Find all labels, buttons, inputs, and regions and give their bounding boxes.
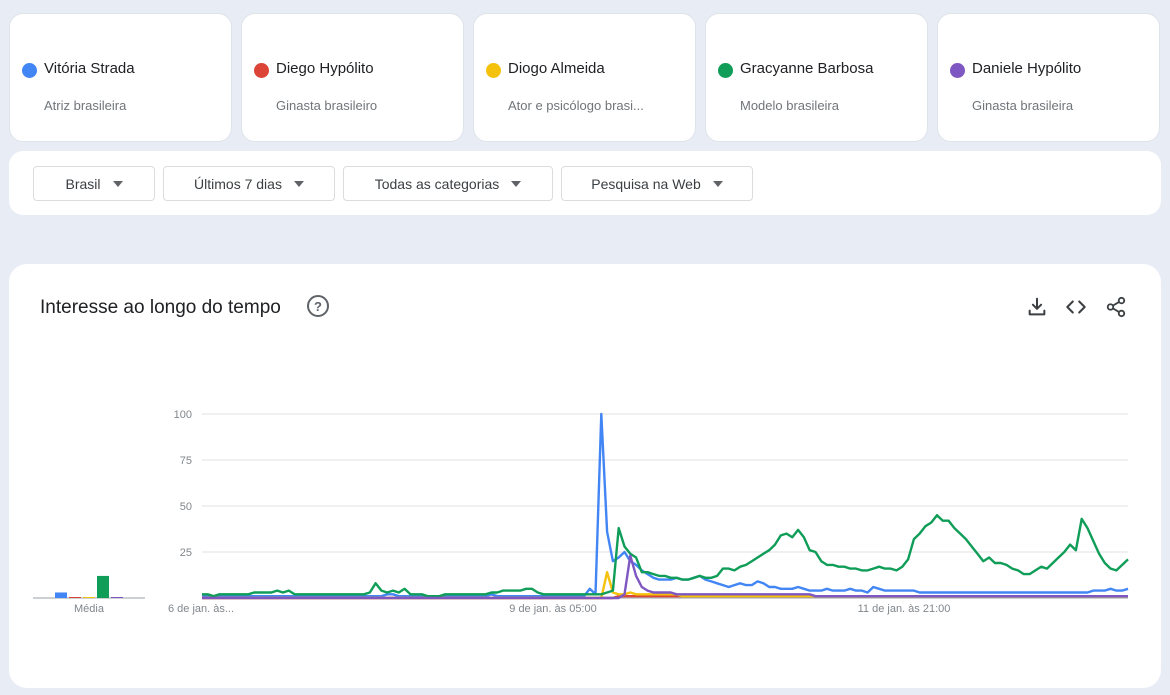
term-description: Ginasta brasileiro — [276, 98, 378, 113]
x-axis-labels: 6 de jan. às... 9 de jan. às 05:00 11 de j… — [168, 603, 950, 615]
series-color-dot — [950, 63, 965, 78]
average-bar — [69, 597, 81, 598]
y-tick-label: 25 — [180, 547, 192, 559]
y-tick-label: 50 — [180, 501, 192, 513]
download-icon[interactable] — [1026, 296, 1048, 318]
term-name: Daniele Hypólito — [972, 60, 1082, 77]
term-card-daniele-hypolito[interactable]: Daniele Hypólito Ginasta brasileira — [937, 13, 1160, 142]
series-color-dot — [486, 63, 501, 78]
term-name: Vitória Strada — [44, 60, 135, 77]
chevron-down-icon — [293, 180, 304, 187]
period-label: Últimos 7 dias — [194, 175, 282, 192]
series-line — [202, 412, 1129, 598]
term-name: Gracyanne Barbosa — [740, 60, 874, 77]
category-dropdown[interactable]: Todas as categorias — [343, 166, 553, 201]
chevron-down-icon — [112, 180, 123, 187]
interest-chart: Média 25 50 75 100 6 de jan. às... 9 de jan.… — [33, 409, 1129, 615]
average-label: Média — [74, 603, 105, 615]
chart-title: Interesse ao longo do tempo — [40, 297, 281, 318]
region-dropdown[interactable]: Brasil — [33, 166, 155, 201]
term-name: Diogo Almeida — [508, 60, 605, 77]
share-icon[interactable] — [1105, 296, 1127, 318]
compare-terms-section: Vitória Strada Atriz brasileira Diego Hy… — [0, 0, 1170, 240]
x-tick-label: 11 de jan. às 21:00 — [858, 603, 951, 615]
term-description: Modelo brasileira — [740, 98, 839, 113]
series-color-dot — [254, 63, 269, 78]
term-description: Ator e psicólogo brasi... — [508, 98, 644, 113]
average-bar — [111, 597, 123, 598]
region-label: Brasil — [65, 175, 101, 192]
chevron-down-icon — [712, 180, 723, 187]
chevron-down-icon — [511, 180, 522, 187]
search-type-dropdown[interactable]: Pesquisa na Web — [561, 166, 753, 201]
term-description: Atriz brasileira — [44, 98, 127, 113]
series-color-dot — [718, 63, 733, 78]
term-card-diogo-almeida[interactable]: Diogo Almeida Ator e psicólogo brasi... — [473, 13, 696, 142]
term-card-diego-hypolito[interactable]: Diego Hypólito Ginasta brasileiro — [241, 13, 464, 142]
series-color-dot — [22, 63, 37, 78]
y-tick-label: 100 — [174, 409, 192, 421]
period-dropdown[interactable]: Últimos 7 dias — [163, 166, 335, 201]
chart-lines — [202, 412, 1129, 600]
term-name: Diego Hypólito — [276, 60, 374, 77]
average-bar — [97, 575, 109, 598]
interest-over-time-card: Interesse ao longo do tempo ? Média 25 50… — [9, 264, 1161, 688]
x-tick-label: 9 de jan. às 05:00 — [509, 603, 596, 615]
category-label: Todas as categorias — [374, 175, 500, 192]
average-bar — [55, 592, 67, 598]
average-bars — [33, 575, 145, 599]
term-card-vitoria-strada[interactable]: Vitória Strada Atriz brasileira — [9, 13, 232, 142]
help-circle-icon[interactable]: ? — [307, 295, 329, 317]
chart-gridlines: 25 50 75 100 — [174, 409, 1128, 599]
x-tick-label: 6 de jan. às... — [168, 603, 234, 615]
series-line — [202, 513, 1129, 598]
filter-bar: Brasil Últimos 7 dias Todas as categoria… — [9, 151, 1161, 215]
search-type-label: Pesquisa na Web — [591, 175, 701, 192]
series-line — [202, 554, 1128, 600]
term-card-gracyanne-barbosa[interactable]: Gracyanne Barbosa Modelo brasileira — [705, 13, 928, 142]
average-bar — [83, 597, 95, 598]
term-description: Ginasta brasileira — [972, 98, 1074, 113]
y-tick-label: 75 — [180, 455, 192, 467]
code-icon[interactable] — [1065, 296, 1087, 318]
